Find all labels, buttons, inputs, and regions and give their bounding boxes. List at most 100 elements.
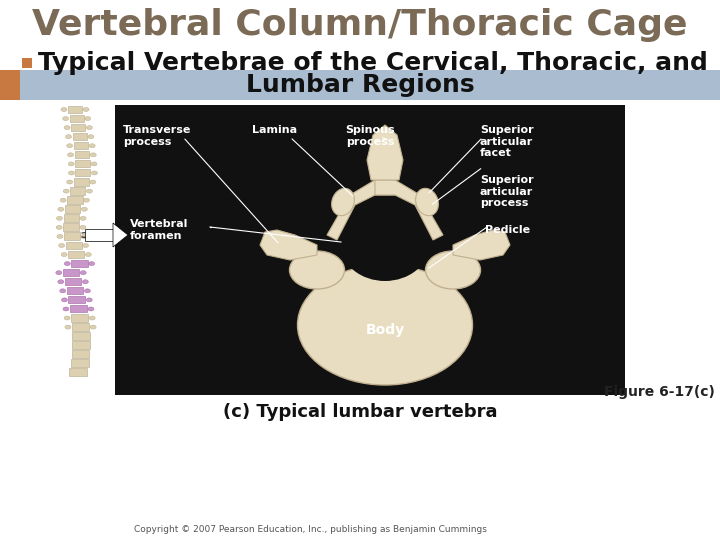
Ellipse shape (81, 234, 87, 239)
Bar (68, 105, 82, 113)
Ellipse shape (80, 225, 86, 229)
Ellipse shape (85, 117, 91, 120)
Ellipse shape (89, 316, 95, 320)
Bar (72, 350, 89, 358)
Ellipse shape (67, 144, 73, 148)
Ellipse shape (88, 307, 94, 311)
Text: Figure 6-17(c): Figure 6-17(c) (604, 385, 715, 399)
Ellipse shape (90, 153, 96, 157)
Ellipse shape (63, 307, 69, 311)
Ellipse shape (91, 162, 97, 166)
Ellipse shape (86, 189, 92, 193)
Bar (65, 278, 81, 285)
Bar (65, 205, 81, 213)
Text: Pedicle: Pedicle (485, 225, 530, 235)
Ellipse shape (68, 162, 74, 166)
Ellipse shape (56, 225, 62, 229)
Text: Lumbar Regions: Lumbar Regions (246, 73, 474, 97)
Ellipse shape (64, 316, 70, 320)
Ellipse shape (84, 198, 89, 202)
Ellipse shape (81, 207, 87, 211)
Text: Transverse
process: Transverse process (123, 125, 192, 146)
Ellipse shape (88, 134, 94, 139)
Ellipse shape (289, 251, 344, 289)
Ellipse shape (58, 280, 64, 284)
Ellipse shape (297, 265, 472, 385)
Bar (64, 232, 80, 240)
Bar (0, 70, 720, 100)
Text: Body: Body (366, 323, 405, 337)
Ellipse shape (80, 217, 86, 220)
Ellipse shape (426, 251, 480, 289)
Ellipse shape (86, 126, 92, 130)
Text: Vertebral
foramen: Vertebral foramen (130, 219, 189, 241)
Ellipse shape (83, 107, 89, 111)
Text: (c) Typical lumbar vertebra: (c) Typical lumbar vertebra (222, 403, 498, 421)
Bar (70, 114, 84, 122)
Bar (0, 70, 20, 100)
Ellipse shape (60, 198, 66, 202)
Bar (63, 214, 79, 222)
Polygon shape (367, 125, 403, 180)
Bar (71, 359, 89, 367)
Bar (67, 196, 83, 204)
Bar (115, 105, 625, 395)
Ellipse shape (84, 289, 91, 293)
Ellipse shape (56, 217, 63, 220)
Ellipse shape (64, 262, 71, 266)
Bar (73, 178, 89, 186)
Ellipse shape (61, 107, 67, 111)
Bar (75, 160, 90, 167)
Ellipse shape (63, 117, 68, 120)
Bar (68, 251, 84, 258)
Bar (71, 260, 88, 267)
Text: Superior
articular
process: Superior articular process (480, 175, 534, 208)
Ellipse shape (63, 189, 69, 193)
Bar (72, 332, 89, 340)
Polygon shape (375, 180, 443, 240)
Ellipse shape (415, 188, 438, 215)
Ellipse shape (67, 180, 73, 184)
Bar (72, 341, 90, 349)
Ellipse shape (86, 298, 92, 302)
Bar (70, 368, 87, 376)
Polygon shape (113, 223, 128, 247)
Ellipse shape (90, 180, 96, 184)
Ellipse shape (83, 244, 89, 247)
Ellipse shape (56, 271, 62, 275)
Ellipse shape (58, 244, 65, 247)
Ellipse shape (65, 325, 71, 329)
Ellipse shape (82, 280, 89, 284)
Text: Typical Vertebrae of the Cervical, Thoracic, and: Typical Vertebrae of the Cervical, Thora… (38, 51, 708, 75)
Ellipse shape (68, 153, 73, 157)
Text: Lamina: Lamina (253, 125, 297, 135)
Bar (70, 305, 87, 313)
Bar (63, 269, 79, 276)
Bar (73, 133, 87, 140)
Ellipse shape (80, 271, 86, 275)
Bar (67, 287, 84, 294)
Bar (66, 241, 81, 249)
Ellipse shape (341, 209, 429, 281)
Bar (22, 58, 32, 68)
Polygon shape (453, 230, 510, 260)
Polygon shape (260, 230, 317, 260)
Bar (85, 229, 113, 241)
Ellipse shape (91, 171, 97, 175)
Polygon shape (327, 180, 395, 240)
Text: Superior
articular
facet: Superior articular facet (480, 125, 534, 158)
Ellipse shape (332, 188, 354, 215)
Bar (72, 323, 89, 330)
Bar (76, 169, 91, 177)
Ellipse shape (57, 234, 63, 239)
Ellipse shape (61, 298, 68, 302)
Bar (71, 314, 88, 321)
Ellipse shape (66, 134, 71, 139)
Ellipse shape (58, 207, 64, 211)
Text: Spinous
process: Spinous process (345, 125, 395, 146)
Ellipse shape (89, 262, 94, 266)
Bar (70, 187, 86, 194)
Ellipse shape (64, 126, 70, 130)
Text: Vertebral Column/Thoracic Cage: Vertebral Column/Thoracic Cage (32, 8, 688, 42)
Ellipse shape (68, 171, 74, 175)
